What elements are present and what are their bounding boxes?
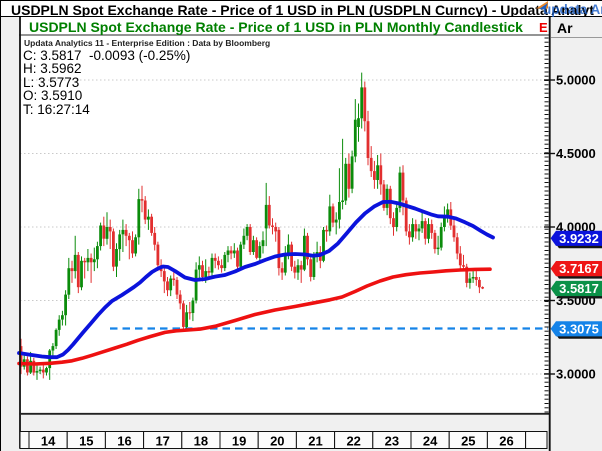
svg-text:16: 16 (117, 434, 131, 449)
svg-text:3.7167: 3.7167 (559, 261, 599, 276)
svg-text:26: 26 (499, 434, 513, 449)
svg-text:4.5000: 4.5000 (556, 146, 596, 161)
svg-text:5.0000: 5.0000 (556, 73, 596, 88)
svg-text:23: 23 (385, 434, 399, 449)
svg-text:3.3075: 3.3075 (559, 321, 599, 336)
svg-text:14: 14 (41, 434, 56, 449)
svg-text:19: 19 (232, 434, 246, 449)
svg-text:3.0000: 3.0000 (556, 367, 596, 382)
svg-text:21: 21 (308, 434, 322, 449)
svg-text:18: 18 (194, 434, 208, 449)
svg-text:17: 17 (155, 434, 169, 449)
svg-text:15: 15 (79, 434, 93, 449)
svg-text:3.9232: 3.9232 (559, 231, 599, 246)
svg-text:25: 25 (461, 434, 475, 449)
svg-text:3.5817: 3.5817 (559, 281, 599, 296)
svg-text:20: 20 (270, 434, 284, 449)
svg-text:24: 24 (423, 434, 438, 449)
svg-text:22: 22 (346, 434, 360, 449)
